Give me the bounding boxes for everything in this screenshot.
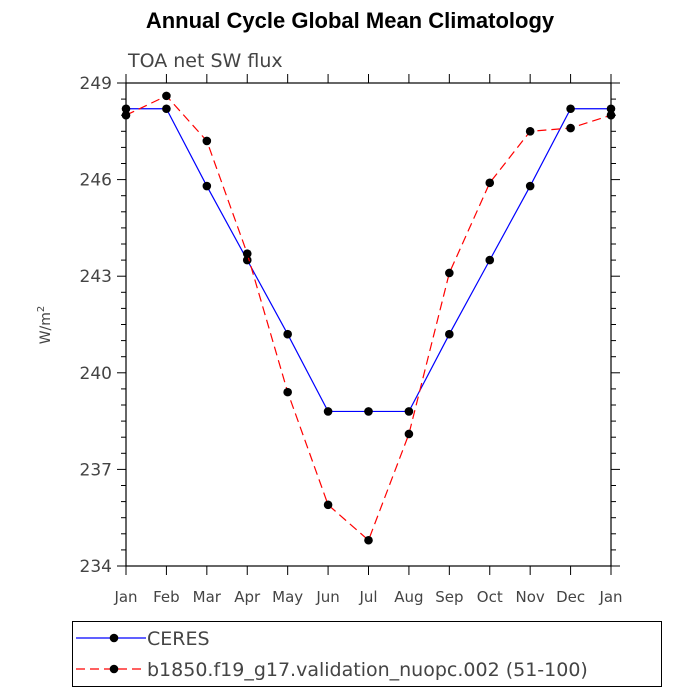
series-1-point — [404, 407, 414, 416]
x-axis-ticks: Jan Feb Mar Apr May Jun Jul Aug Sep Oct Nov Dec Jan — [113, 74, 623, 606]
series-2-point — [162, 91, 171, 101]
y-tick-label: 246 — [80, 171, 112, 191]
x-tick-label: Aug — [394, 588, 423, 606]
series-1-point — [364, 407, 373, 416]
x-tick-label: Apr — [234, 588, 261, 606]
series-1-point — [485, 255, 495, 265]
legend-label-2: b1850.f19_g17.validation_nuopc.002 (51-1… — [147, 659, 588, 681]
x-tick-label: Jan — [113, 588, 137, 606]
legend: CERES b1850.f19_g17.validation_nuopc.002 … — [72, 621, 662, 687]
series-line-2 — [125, 95, 612, 542]
series-2-point — [242, 249, 252, 258]
y-tick-label: 234 — [80, 557, 112, 577]
plot-frame — [125, 82, 612, 567]
x-tick-label: Nov — [516, 588, 545, 606]
x-tick-label: Oct — [477, 588, 503, 606]
series-1-point — [121, 104, 131, 114]
series-2-point — [566, 123, 575, 133]
y-tick-label: 243 — [80, 267, 112, 287]
series-2-point — [283, 387, 292, 397]
x-tick-label: Jan — [598, 588, 622, 606]
series-line-1 — [126, 108, 611, 413]
series-2-point — [323, 500, 333, 510]
chart-title: Annual Cycle Global Mean Climatology — [145, 8, 555, 33]
legend-graphics: CERES b1850.f19_g17.validation_nuopc.002 … — [76, 628, 588, 681]
line-chart: TOA net SW flux 234 237 240 243 246 249 Jan Fe… — [36, 50, 623, 606]
series-2-point — [445, 268, 454, 278]
series-2-point — [404, 429, 414, 439]
x-tick-label: Dec — [556, 588, 585, 606]
x-tick-label: Feb — [153, 588, 180, 606]
series-1-point — [445, 329, 454, 339]
series-group — [121, 91, 616, 545]
series-1-point — [323, 407, 333, 416]
y-tick-label: 240 — [80, 364, 112, 384]
x-tick-label: May — [272, 588, 303, 606]
series-1-point — [202, 181, 212, 191]
series-2-point — [606, 110, 616, 120]
x-tick-label: Jul — [358, 588, 377, 606]
y-axis-label: W/m2 — [36, 306, 54, 345]
chart-subtitle: TOA net SW flux — [127, 50, 283, 72]
series-2-point — [121, 110, 131, 120]
legend-marker-1 — [109, 633, 119, 643]
series-1-point — [606, 104, 616, 114]
series-2-point — [525, 127, 535, 136]
y-axis-label-superscript: 2 — [36, 306, 47, 312]
series-1-point — [242, 255, 252, 265]
x-tick-label: Jun — [315, 588, 339, 606]
series-2-point — [485, 178, 495, 188]
legend-marker-2 — [109, 664, 119, 674]
series-2-point — [202, 136, 212, 146]
series-1-point — [283, 329, 292, 339]
series-2-point — [364, 535, 373, 545]
series-1-point — [525, 181, 535, 191]
series-1-point — [162, 104, 171, 114]
y-tick-label: 237 — [80, 460, 112, 480]
legend-label-1: CERES — [147, 628, 210, 650]
series-1-point — [566, 104, 575, 114]
x-tick-label: Sep — [435, 588, 463, 606]
y-tick-label: 249 — [80, 74, 112, 94]
x-tick-label: Mar — [193, 588, 222, 606]
y-axis-ticks: 234 237 240 243 246 249 — [80, 74, 620, 577]
